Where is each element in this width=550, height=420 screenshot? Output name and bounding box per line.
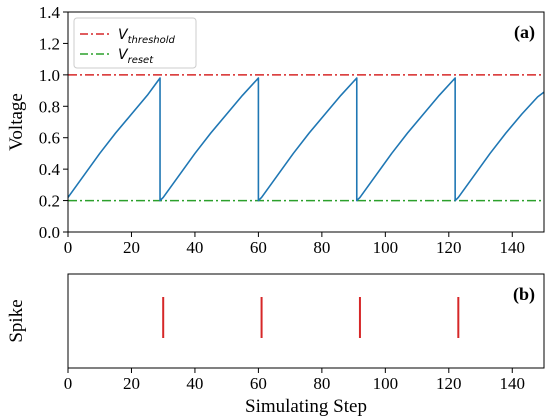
y-tick-label-a: 1.0 — [39, 66, 60, 85]
voltage-plot-frame — [67, 11, 545, 233]
x-tick-label-b: 20 — [123, 374, 140, 393]
y-tick-label-a: 0.0 — [39, 223, 60, 242]
x-tick-label-a: 60 — [250, 238, 267, 257]
voltage-axis-label: Voltage — [6, 93, 27, 151]
x-tick-label-a: 120 — [436, 238, 462, 257]
x-tick-label-a: 20 — [123, 238, 140, 257]
x-tick-label-b: 60 — [250, 374, 267, 393]
y-tick-label-a: 1.4 — [39, 3, 61, 22]
x-tick-label-b: 0 — [64, 374, 73, 393]
spike-panel: 0 20 40 60 80 100 120 140 Spike (b) Simulating … — [6, 273, 545, 417]
x-tick-label-a: 80 — [313, 238, 330, 257]
x-tick-label-b: 80 — [313, 374, 330, 393]
x-tick-label-b: 140 — [500, 374, 526, 393]
legend-threshold-label: Vthreshold — [118, 27, 176, 46]
legend-label-base: V — [118, 27, 129, 43]
x-tick-label-b: 40 — [186, 374, 203, 393]
voltage-series-line — [67, 77, 545, 202]
x-tick-label-b: 100 — [373, 374, 399, 393]
x-tick-label-a: 140 — [500, 238, 526, 257]
y-tick-label-a: 0.8 — [39, 97, 60, 116]
legend-box — [73, 17, 197, 69]
panel-a-label: (a) — [514, 22, 535, 43]
panel-b-label: (b) — [513, 284, 535, 305]
spike-axis-label: Spike — [6, 299, 27, 342]
y-tick-label-a: 1.2 — [39, 34, 60, 53]
y-tick-label-a: 0.2 — [39, 192, 60, 211]
x-tick-label-b: 120 — [436, 374, 462, 393]
x-tick-label-a: 40 — [186, 238, 203, 257]
legend-reset-label: Vreset — [118, 47, 154, 66]
x-axis-label: Simulating Step — [245, 396, 367, 417]
y-tick-label-a: 0.6 — [39, 129, 60, 148]
voltage-panel: 0 20 40 60 80 100 120 140 0.0 0.2 0.4 0.6 0.8 1.0 1.2… — [6, 3, 545, 257]
legend-label-subscript: reset — [128, 55, 155, 66]
x-tick-label-a: 0 — [64, 238, 73, 257]
spike-plot-frame — [67, 273, 545, 369]
y-tick-label-a: 0.4 — [39, 160, 61, 179]
legend-label-base: V — [118, 47, 129, 63]
legend-label-subscript: threshold — [128, 35, 176, 46]
x-tick-label-a: 100 — [373, 238, 399, 257]
